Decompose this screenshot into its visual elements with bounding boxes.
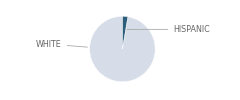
- Wedge shape: [90, 16, 155, 82]
- Wedge shape: [122, 16, 128, 49]
- Text: HISPANIC: HISPANIC: [127, 25, 210, 34]
- Text: WHITE: WHITE: [36, 40, 88, 49]
